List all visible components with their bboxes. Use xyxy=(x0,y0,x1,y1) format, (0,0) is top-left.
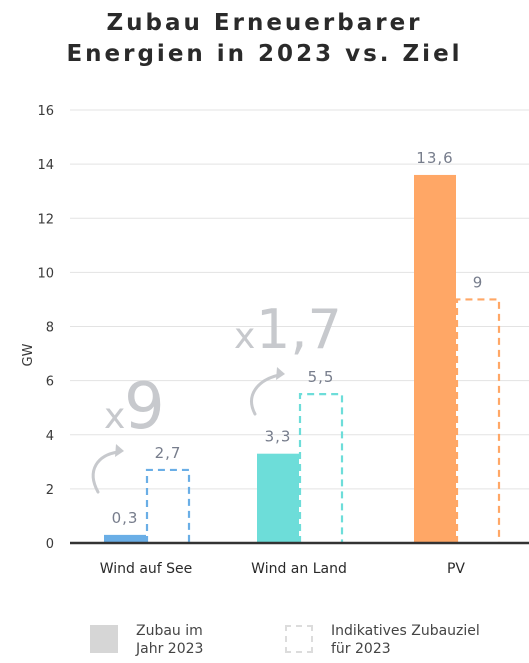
y-axis-ticks: 0 2 4 6 8 10 12 14 16 xyxy=(37,104,54,552)
bar-actual xyxy=(257,453,299,543)
data-label-actual: 13,6 xyxy=(416,149,453,167)
bar-marks: 0,3 2,7 3,3 5,5 13,6 9 xyxy=(104,149,501,543)
chart-title-line-2: Energien in 2023 vs. Ziel xyxy=(66,41,463,67)
curved-arrow-icon xyxy=(91,450,120,494)
y-tick-label: 6 xyxy=(46,375,54,390)
x-axis-categories: Wind auf See Wind an Land PV xyxy=(100,561,466,577)
y-axis-label: GW xyxy=(21,343,36,366)
x-category-label: Wind an Land xyxy=(251,561,347,577)
legend-label-target-line-2: für 2023 xyxy=(331,641,391,657)
legend-label-target-line-1: Indikatives Zubauziel xyxy=(331,623,480,639)
y-tick-label: 10 xyxy=(37,266,54,281)
data-label-actual: 3,3 xyxy=(265,428,292,446)
data-label-target: 9 xyxy=(473,273,484,291)
multiplier-number: 9 xyxy=(124,370,165,444)
y-tick-label: 8 xyxy=(46,321,54,336)
y-tick-label: 4 xyxy=(46,429,54,444)
bar-target xyxy=(455,298,501,543)
bar-actual xyxy=(414,174,456,543)
bar-actual xyxy=(104,534,146,543)
y-tick-label: 2 xyxy=(46,483,54,498)
y-tick-label: 14 xyxy=(37,158,54,173)
data-label-actual: 0,3 xyxy=(112,509,139,527)
arrow-head-icon xyxy=(276,367,285,380)
multiplier-prefix: x xyxy=(104,396,125,437)
data-label-target: 5,5 xyxy=(308,368,335,386)
x-category-label: PV xyxy=(447,561,465,577)
y-tick-label: 0 xyxy=(46,537,54,552)
arrow-head-icon xyxy=(115,444,124,457)
chart-title: Zubau Erneuerbarer Energien in 2023 vs. … xyxy=(0,8,529,70)
legend-swatch-dashed xyxy=(285,625,313,653)
curved-arrow-icon xyxy=(250,373,281,416)
legend-label-actual-line-1: Zubau im xyxy=(136,623,203,639)
multiplier-number: 1,7 xyxy=(256,298,342,361)
bar-target xyxy=(298,393,344,543)
data-label-target: 2,7 xyxy=(155,444,182,462)
chart-title-line-1: Zubau Erneuerbarer xyxy=(106,10,423,36)
multiplier-annotations: x9x 1,7 xyxy=(91,298,342,494)
y-tick-label: 12 xyxy=(37,212,54,227)
y-tick-label: 16 xyxy=(37,104,54,119)
multiplier-prefix: x xyxy=(234,316,255,357)
legend-label-actual-line-2: Jahr 2023 xyxy=(136,641,204,657)
x-category-label: Wind auf See xyxy=(100,561,193,577)
bar-target xyxy=(145,468,191,543)
legend-swatch-filled xyxy=(90,625,118,653)
